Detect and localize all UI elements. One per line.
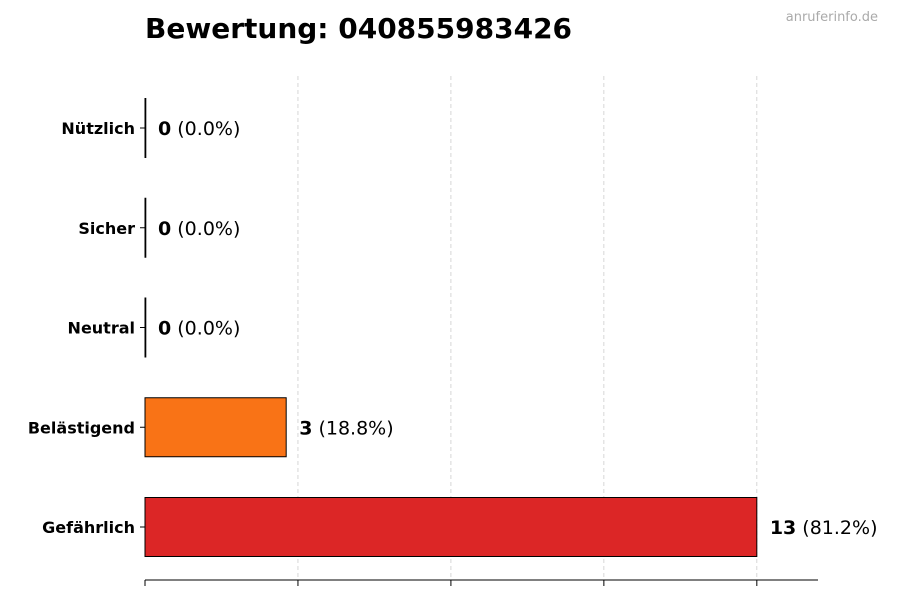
bar-3: [144, 397, 287, 458]
category-label: Nützlich: [61, 119, 135, 138]
data-label: 0 (0.0%): [158, 318, 240, 340]
bar-1: [144, 197, 147, 258]
data-label: 3 (18.8%): [299, 417, 393, 439]
category-label: Belästigend: [28, 418, 135, 437]
watermark: anruferinfo.de: [785, 10, 878, 25]
category-label: Neutral: [68, 319, 135, 338]
percent-label: (0.0%): [171, 118, 240, 140]
percent-label: (0.0%): [171, 318, 240, 340]
value-label: 0: [158, 118, 171, 140]
category-label: Gefährlich: [42, 518, 135, 537]
value-label: 0: [158, 218, 171, 240]
value-label: 13: [770, 517, 796, 539]
percent-label: (81.2%): [796, 517, 877, 539]
bar-0: [144, 98, 147, 158]
data-label: 13 (81.2%): [770, 517, 878, 539]
data-label: 0 (0.0%): [158, 118, 240, 140]
bar-4: [144, 497, 758, 557]
value-label: 3: [299, 417, 312, 439]
chart-title: Bewertung: 040855983426: [145, 12, 573, 45]
percent-label: (0.0%): [171, 218, 240, 240]
value-label: 0: [158, 318, 171, 340]
category-label: Sicher: [78, 219, 135, 238]
data-label: 0 (0.0%): [158, 218, 240, 240]
bar-2: [144, 297, 147, 358]
percent-label: (18.8%): [312, 417, 393, 439]
